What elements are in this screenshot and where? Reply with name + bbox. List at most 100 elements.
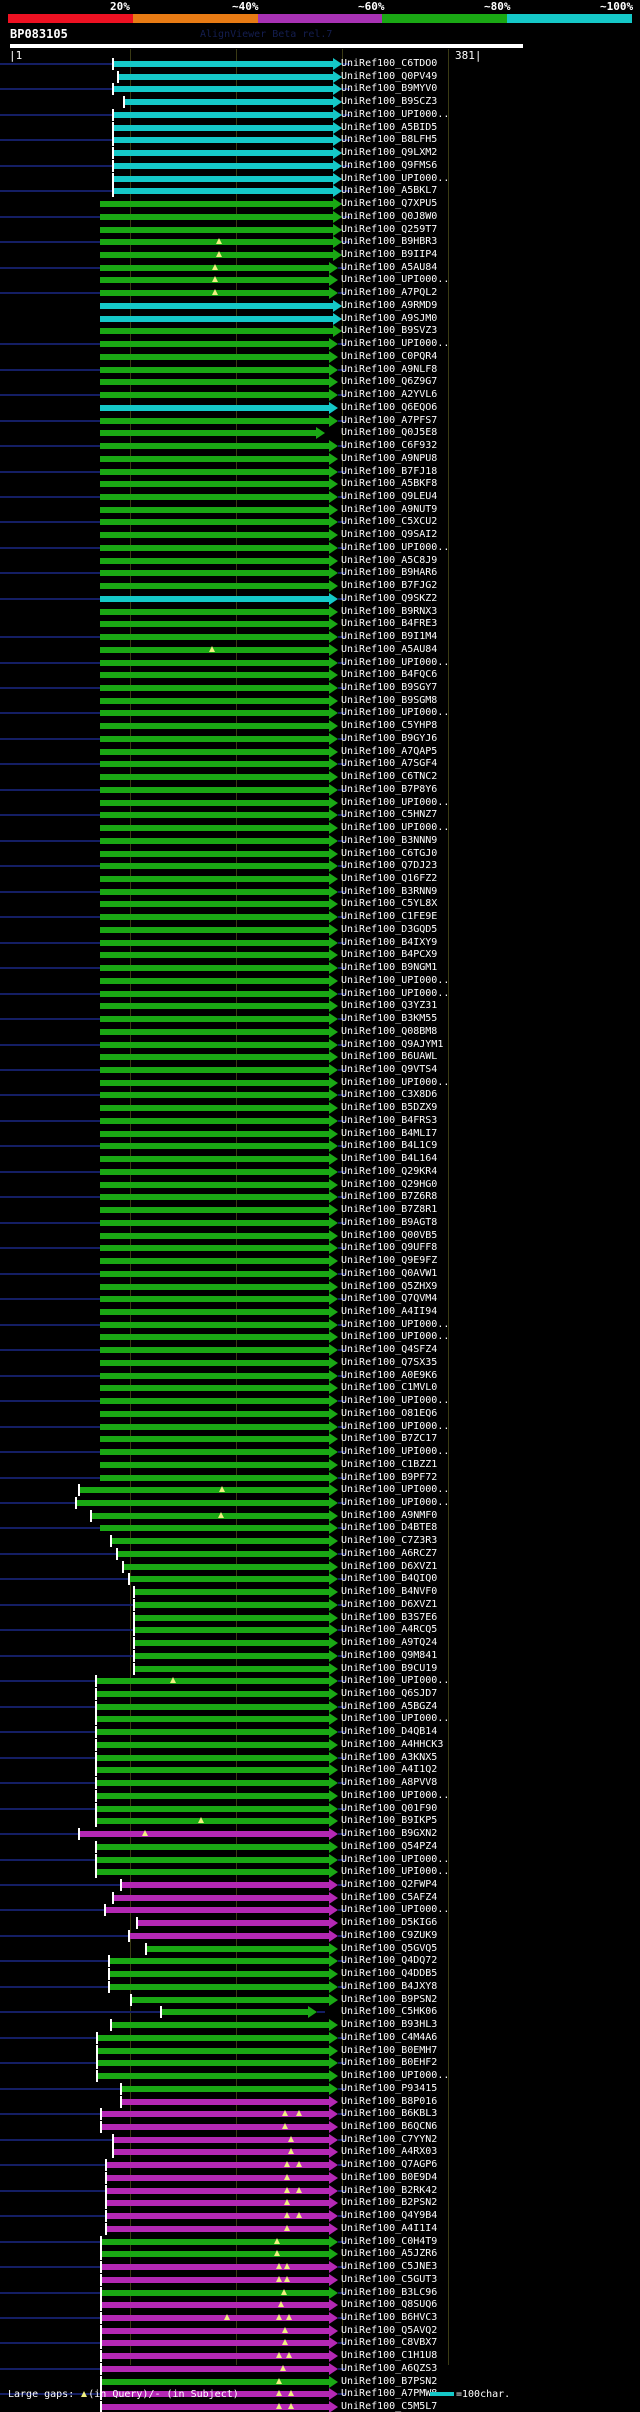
hit-accession-label[interactable]: UniRef100_C1H1U8 bbox=[341, 2350, 438, 2362]
hsp-bar[interactable] bbox=[108, 1971, 329, 1978]
hit-accession-label[interactable]: UniRef100_UPI000.. bbox=[341, 1318, 450, 1330]
hit-accession-label[interactable]: UniRef100_UPI000.. bbox=[341, 108, 450, 120]
hit-accession-label[interactable]: UniRef100_A7PQL2 bbox=[341, 287, 438, 299]
hit-accession-label[interactable]: UniRef100_B7PSN2 bbox=[341, 2375, 438, 2387]
hsp-bar[interactable] bbox=[100, 366, 329, 373]
hit-accession-label[interactable]: UniRef100_B7FJ18 bbox=[341, 465, 438, 477]
hit-accession-label[interactable]: UniRef100_B6UAWL bbox=[341, 1051, 438, 1063]
hsp-bar[interactable] bbox=[100, 506, 329, 513]
hsp-bar[interactable] bbox=[100, 2123, 329, 2130]
hit-row[interactable]: UniRef100_C1H1U8 bbox=[0, 2350, 640, 2363]
hit-row[interactable]: UniRef100_Q29KR4 bbox=[0, 1165, 640, 1179]
hsp-bar[interactable] bbox=[100, 1359, 329, 1366]
hit-accession-label[interactable]: UniRef100_B9SGY7 bbox=[341, 681, 438, 693]
hit-accession-label[interactable]: UniRef100_D4BTE8 bbox=[341, 1522, 438, 1534]
hsp-bar[interactable] bbox=[100, 455, 329, 462]
hsp-bar[interactable] bbox=[96, 2047, 329, 2054]
hit-accession-label[interactable]: UniRef100_A6RCZ7 bbox=[341, 1547, 438, 1559]
hit-row[interactable]: UniRef100_A4RCQ5 bbox=[0, 1624, 640, 1637]
hit-row[interactable]: UniRef100_Q3YZ31 bbox=[0, 1000, 640, 1013]
hsp-bar[interactable] bbox=[95, 1792, 329, 1799]
hit-accession-label[interactable]: UniRef100_A4II94 bbox=[341, 1305, 438, 1317]
hit-row[interactable]: UniRef100_Q6Z9G7 bbox=[0, 376, 640, 389]
hit-accession-label[interactable]: UniRef100_B3LC96 bbox=[341, 2286, 438, 2298]
hit-row[interactable]: UniRef100_UPI000.. bbox=[0, 822, 640, 835]
hit-accession-label[interactable]: UniRef100_C5GUT3 bbox=[341, 2273, 438, 2285]
hit-row[interactable]: UniRef100_B9GYJ6 bbox=[0, 732, 640, 746]
hit-row[interactable]: UniRef100_UPI000.. bbox=[0, 707, 640, 720]
hit-row[interactable]: UniRef100_A5JZR6 bbox=[0, 2248, 640, 2261]
hsp-bar[interactable] bbox=[100, 952, 329, 959]
hit-row[interactable]: UniRef100_Q9UFF8 bbox=[0, 1242, 640, 1255]
hsp-bar[interactable] bbox=[112, 175, 333, 182]
hit-row[interactable]: UniRef100_UPI000.. bbox=[0, 1904, 640, 1917]
hit-accession-label[interactable]: UniRef100_C6TGJ0 bbox=[341, 847, 438, 859]
hit-accession-label[interactable]: UniRef100_C5XCU2 bbox=[341, 516, 438, 528]
hsp-bar[interactable] bbox=[95, 1843, 329, 1850]
hsp-bar[interactable] bbox=[100, 2238, 329, 2245]
hit-accession-label[interactable]: UniRef100_B6KBL3 bbox=[341, 2108, 438, 2120]
hit-row[interactable]: UniRef100_UPI000.. bbox=[0, 1789, 640, 1803]
hit-accession-label[interactable]: UniRef100_B3NNN9 bbox=[341, 834, 438, 846]
hit-accession-label[interactable]: UniRef100_A5AU84 bbox=[341, 261, 438, 273]
hsp-bar[interactable] bbox=[100, 2302, 329, 2309]
hit-accession-label[interactable]: UniRef100_D5KIG6 bbox=[341, 1917, 438, 1929]
hit-row[interactable]: UniRef100_A5BID5 bbox=[0, 121, 640, 135]
hit-accession-label[interactable]: UniRef100_B4FRS3 bbox=[341, 1114, 438, 1126]
hit-row[interactable]: UniRef100_Q4DDB5 bbox=[0, 1968, 640, 1981]
hit-accession-label[interactable]: UniRef100_Q7SX35 bbox=[341, 1356, 438, 1368]
hit-accession-label[interactable]: UniRef100_B2RK42 bbox=[341, 2184, 438, 2196]
hsp-bar[interactable] bbox=[100, 1525, 329, 1532]
hsp-bar[interactable] bbox=[110, 1538, 329, 1545]
hsp-bar[interactable] bbox=[122, 1563, 329, 1570]
hsp-bar[interactable] bbox=[100, 888, 329, 895]
hit-row[interactable]: UniRef100_C6F932 bbox=[0, 440, 640, 453]
hit-accession-label[interactable]: UniRef100_UPI000.. bbox=[341, 1853, 450, 1865]
hsp-bar[interactable] bbox=[100, 2314, 329, 2321]
hsp-bar[interactable] bbox=[100, 1232, 329, 1239]
hit-accession-label[interactable]: UniRef100_C6F932 bbox=[341, 440, 438, 452]
hit-accession-label[interactable]: UniRef100_UPI000.. bbox=[341, 1446, 450, 1458]
hsp-bar[interactable] bbox=[128, 1576, 329, 1583]
hsp-bar[interactable] bbox=[100, 315, 333, 322]
hit-accession-label[interactable]: UniRef100_A5C8J9 bbox=[341, 554, 438, 566]
hit-accession-label[interactable]: UniRef100_A3KNX5 bbox=[341, 1751, 438, 1763]
hit-accession-label[interactable]: UniRef100_UPI000.. bbox=[341, 2070, 450, 2082]
hit-row[interactable]: UniRef100_C5JNE3 bbox=[0, 2261, 640, 2274]
hit-row[interactable]: UniRef100_Q7DJ23 bbox=[0, 860, 640, 873]
hit-accession-label[interactable]: UniRef100_A4RCQ5 bbox=[341, 1624, 438, 1636]
hit-accession-label[interactable]: UniRef100_UPI000.. bbox=[341, 338, 450, 350]
hsp-bar[interactable] bbox=[112, 162, 333, 169]
hsp-bar[interactable] bbox=[100, 1334, 329, 1341]
hit-accession-label[interactable]: UniRef100_C5YL8X bbox=[341, 898, 438, 910]
hit-accession-label[interactable]: UniRef100_A9SJM0 bbox=[341, 312, 438, 324]
hit-accession-label[interactable]: UniRef100_B4IXY9 bbox=[341, 936, 438, 948]
hit-accession-label[interactable]: UniRef100_A9TQ24 bbox=[341, 1637, 438, 1649]
hit-accession-label[interactable]: UniRef100_UPI000.. bbox=[341, 1484, 450, 1496]
hsp-bar[interactable] bbox=[100, 404, 329, 411]
hsp-bar[interactable] bbox=[95, 1754, 329, 1761]
hit-row[interactable]: UniRef100_B0EMH7 bbox=[0, 2044, 640, 2058]
hit-accession-label[interactable]: UniRef100_Q4Y9B4 bbox=[341, 2210, 438, 2222]
hit-row[interactable]: UniRef100_Q5ZHX9 bbox=[0, 1280, 640, 1294]
hit-accession-label[interactable]: UniRef100_Q5AVQ2 bbox=[341, 2324, 438, 2336]
hit-accession-label[interactable]: UniRef100_Q259T7 bbox=[341, 223, 438, 235]
hit-row[interactable]: UniRef100_UPI000.. bbox=[0, 1420, 640, 1434]
hit-row[interactable]: UniRef100_B3NNN9 bbox=[0, 834, 640, 848]
hsp-bar[interactable] bbox=[100, 2353, 329, 2360]
hsp-bar[interactable] bbox=[100, 1194, 329, 1201]
hit-accession-label[interactable]: UniRef100_C0PQR4 bbox=[341, 350, 438, 362]
hsp-bar[interactable] bbox=[100, 532, 329, 539]
hit-accession-label[interactable]: UniRef100_B9NGM1 bbox=[341, 962, 438, 974]
hit-accession-label[interactable]: UniRef100_A4I1I4 bbox=[341, 2222, 438, 2234]
hit-row[interactable]: UniRef100_A7SGF4 bbox=[0, 758, 640, 771]
hit-row[interactable]: UniRef100_Q9VTS4 bbox=[0, 1064, 640, 1077]
hit-row[interactable]: UniRef100_D3GQD5 bbox=[0, 923, 640, 937]
hit-accession-label[interactable]: UniRef100_Q9SAI2 bbox=[341, 529, 438, 541]
hit-row[interactable]: UniRef100_B9RNX3 bbox=[0, 605, 640, 619]
hit-row[interactable]: UniRef100_A9NUT9 bbox=[0, 503, 640, 517]
hsp-bar[interactable] bbox=[112, 1894, 329, 1901]
hit-accession-label[interactable]: UniRef100_Q4SFZ4 bbox=[341, 1344, 438, 1356]
hit-accession-label[interactable]: UniRef100_C5M5L7 bbox=[341, 2401, 438, 2412]
hit-row[interactable]: UniRef100_A3KNX5 bbox=[0, 1751, 640, 1765]
